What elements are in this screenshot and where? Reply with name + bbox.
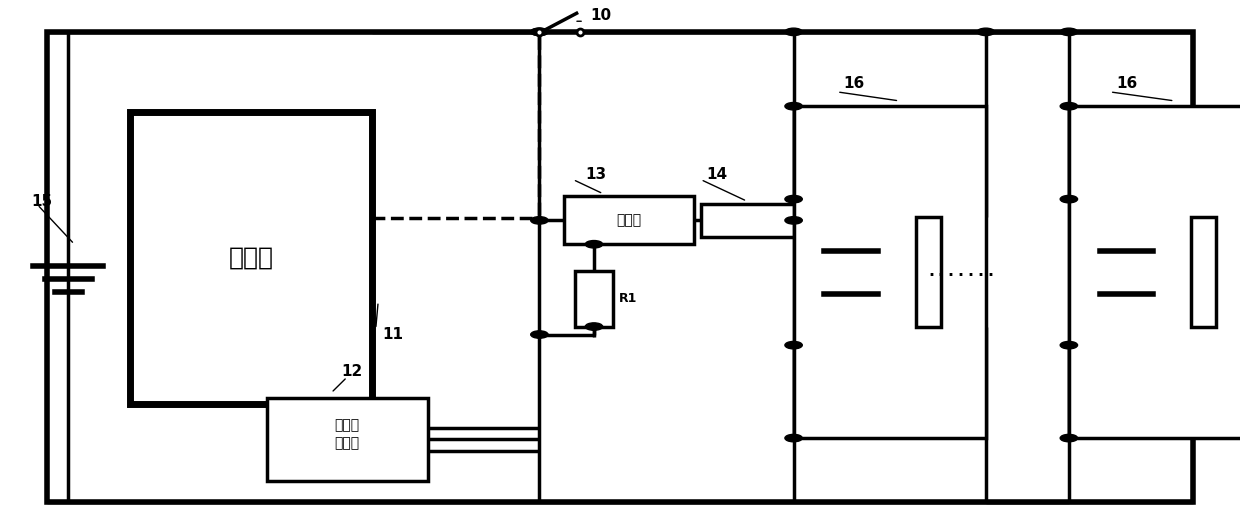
Circle shape <box>1060 102 1078 110</box>
Text: 16: 16 <box>843 76 864 91</box>
Bar <box>1069 106 1240 438</box>
Text: 10: 10 <box>590 8 611 23</box>
Circle shape <box>531 28 548 36</box>
Bar <box>575 271 613 327</box>
Circle shape <box>585 323 603 330</box>
Circle shape <box>785 217 802 224</box>
Bar <box>701 204 794 237</box>
Circle shape <box>785 195 802 203</box>
Text: 晶体管: 晶体管 <box>616 213 642 227</box>
Circle shape <box>531 28 548 36</box>
Text: 15: 15 <box>31 194 52 209</box>
Circle shape <box>785 434 802 442</box>
Circle shape <box>785 341 802 349</box>
Circle shape <box>1060 434 1078 442</box>
Text: 电气隔
离设备: 电气隔 离设备 <box>335 418 360 450</box>
Bar <box>915 217 941 327</box>
Circle shape <box>1060 341 1078 349</box>
Circle shape <box>585 241 603 248</box>
Circle shape <box>1060 195 1078 203</box>
Bar <box>564 196 694 244</box>
Text: R1: R1 <box>619 292 637 305</box>
Text: 12: 12 <box>341 364 362 379</box>
Text: 13: 13 <box>585 167 606 182</box>
Text: .......: ....... <box>926 262 996 280</box>
Circle shape <box>1060 28 1078 36</box>
Bar <box>267 398 428 481</box>
Circle shape <box>785 28 802 36</box>
Circle shape <box>531 217 548 224</box>
Text: 16: 16 <box>1116 76 1137 91</box>
Circle shape <box>531 331 548 338</box>
Text: 11: 11 <box>382 327 403 342</box>
Bar <box>130 112 372 404</box>
Text: 控制器: 控制器 <box>228 245 274 270</box>
Circle shape <box>785 102 802 110</box>
Circle shape <box>977 28 994 36</box>
Bar <box>794 106 986 438</box>
Text: 14: 14 <box>707 167 728 182</box>
Bar <box>1190 217 1216 327</box>
Bar <box>47 32 1193 502</box>
